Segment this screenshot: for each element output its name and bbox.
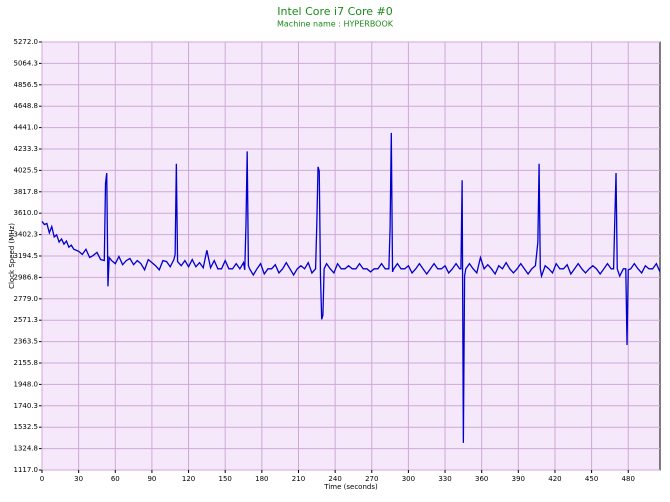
x-tick-label: 120 — [182, 475, 195, 483]
x-tick-label: 420 — [548, 475, 561, 483]
y-tick-label: 4025.5 — [14, 166, 39, 174]
x-axis-label: Time (seconds) — [323, 483, 378, 491]
y-tick-label: 1740.3 — [14, 402, 39, 410]
x-tick-label: 330 — [438, 475, 451, 483]
y-tick-label: 1532.5 — [14, 423, 39, 431]
y-tick-label: 3194.5 — [14, 252, 39, 260]
y-tick-label: 4233.3 — [14, 145, 39, 153]
y-tick-label: 3402.3 — [14, 231, 39, 239]
x-tick-label: 60 — [111, 475, 120, 483]
y-tick-label: 2363.5 — [14, 338, 39, 346]
x-tick-label: 30 — [74, 475, 83, 483]
x-tick-label: 300 — [402, 475, 415, 483]
y-tick-label: 2155.8 — [14, 359, 39, 367]
y-axis-label: Clock Speed (MHz) — [8, 223, 16, 289]
x-tick-label: 0 — [40, 475, 44, 483]
y-tick-label: 4441.0 — [14, 124, 39, 132]
y-tick-label: 2571.3 — [14, 316, 39, 324]
y-tick-label: 1948.0 — [14, 380, 39, 388]
y-tick-label: 2779.0 — [14, 295, 39, 303]
line-series — [41, 132, 661, 443]
y-tick-label: 3610.0 — [14, 209, 39, 217]
x-tick-label: 360 — [475, 475, 488, 483]
y-tick-label: 4648.8 — [14, 102, 39, 110]
x-tick-label: 270 — [365, 475, 378, 483]
y-tick-label: 1324.8 — [14, 445, 39, 453]
y-tick-label: 3817.8 — [14, 188, 39, 196]
x-tick-label: 210 — [292, 475, 305, 483]
x-tick-label: 450 — [585, 475, 598, 483]
y-tick-label: 1117.0 — [14, 466, 39, 474]
x-tick-label: 150 — [219, 475, 232, 483]
x-tick-label: 390 — [512, 475, 525, 483]
chart-title: Intel Core i7 Core #0 — [277, 5, 393, 18]
chart-subtitle: Machine name : HYPERBOOK — [277, 20, 394, 29]
x-tick-label: 480 — [622, 475, 635, 483]
y-tick-label: 5272.0 — [14, 38, 39, 46]
x-tick-label: 90 — [147, 475, 156, 483]
y-tick-label: 4856.5 — [14, 81, 39, 89]
y-tick-label: 5064.3 — [14, 59, 39, 67]
x-tick-label: 180 — [255, 475, 268, 483]
x-tick-label: 240 — [328, 475, 341, 483]
y-tick-label: 2986.8 — [14, 273, 39, 281]
